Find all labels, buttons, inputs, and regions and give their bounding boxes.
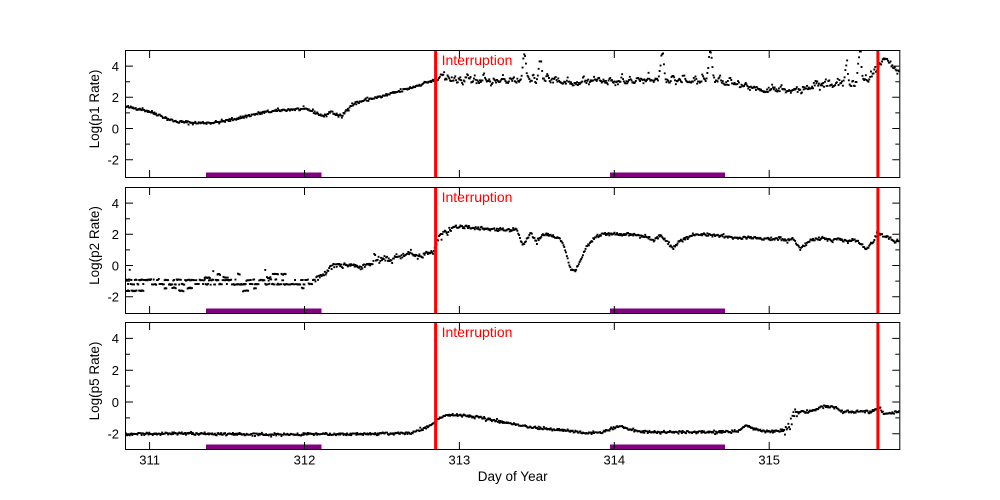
svg-text:315: 315 — [758, 452, 780, 467]
svg-text:313: 313 — [449, 452, 471, 467]
svg-text:312: 312 — [294, 452, 316, 467]
svg-text:0: 0 — [112, 258, 119, 273]
svg-text:0: 0 — [112, 121, 119, 136]
svg-text:-2: -2 — [107, 153, 119, 168]
svg-text:Log(p5 Rate): Log(p5 Rate) — [87, 342, 102, 421]
svg-text:314: 314 — [603, 452, 625, 467]
svg-text:0: 0 — [112, 395, 119, 410]
svg-text:4: 4 — [112, 196, 119, 211]
svg-text:2: 2 — [112, 90, 119, 105]
svg-text:Day of Year: Day of Year — [478, 469, 548, 484]
svg-text:Interruption: Interruption — [442, 189, 513, 205]
svg-text:-2: -2 — [107, 290, 119, 305]
svg-text:Log(p1 Rate): Log(p1 Rate) — [87, 70, 102, 149]
svg-text:Log(p2 Rate): Log(p2 Rate) — [87, 206, 102, 285]
svg-text:311: 311 — [139, 452, 160, 467]
svg-text:-2: -2 — [107, 427, 119, 442]
svg-text:4: 4 — [112, 331, 119, 346]
svg-text:4: 4 — [112, 59, 119, 74]
svg-text:2: 2 — [112, 363, 119, 378]
svg-text:2: 2 — [112, 227, 119, 242]
svg-text:Interruption: Interruption — [442, 324, 513, 340]
svg-text:Interruption: Interruption — [442, 52, 513, 68]
